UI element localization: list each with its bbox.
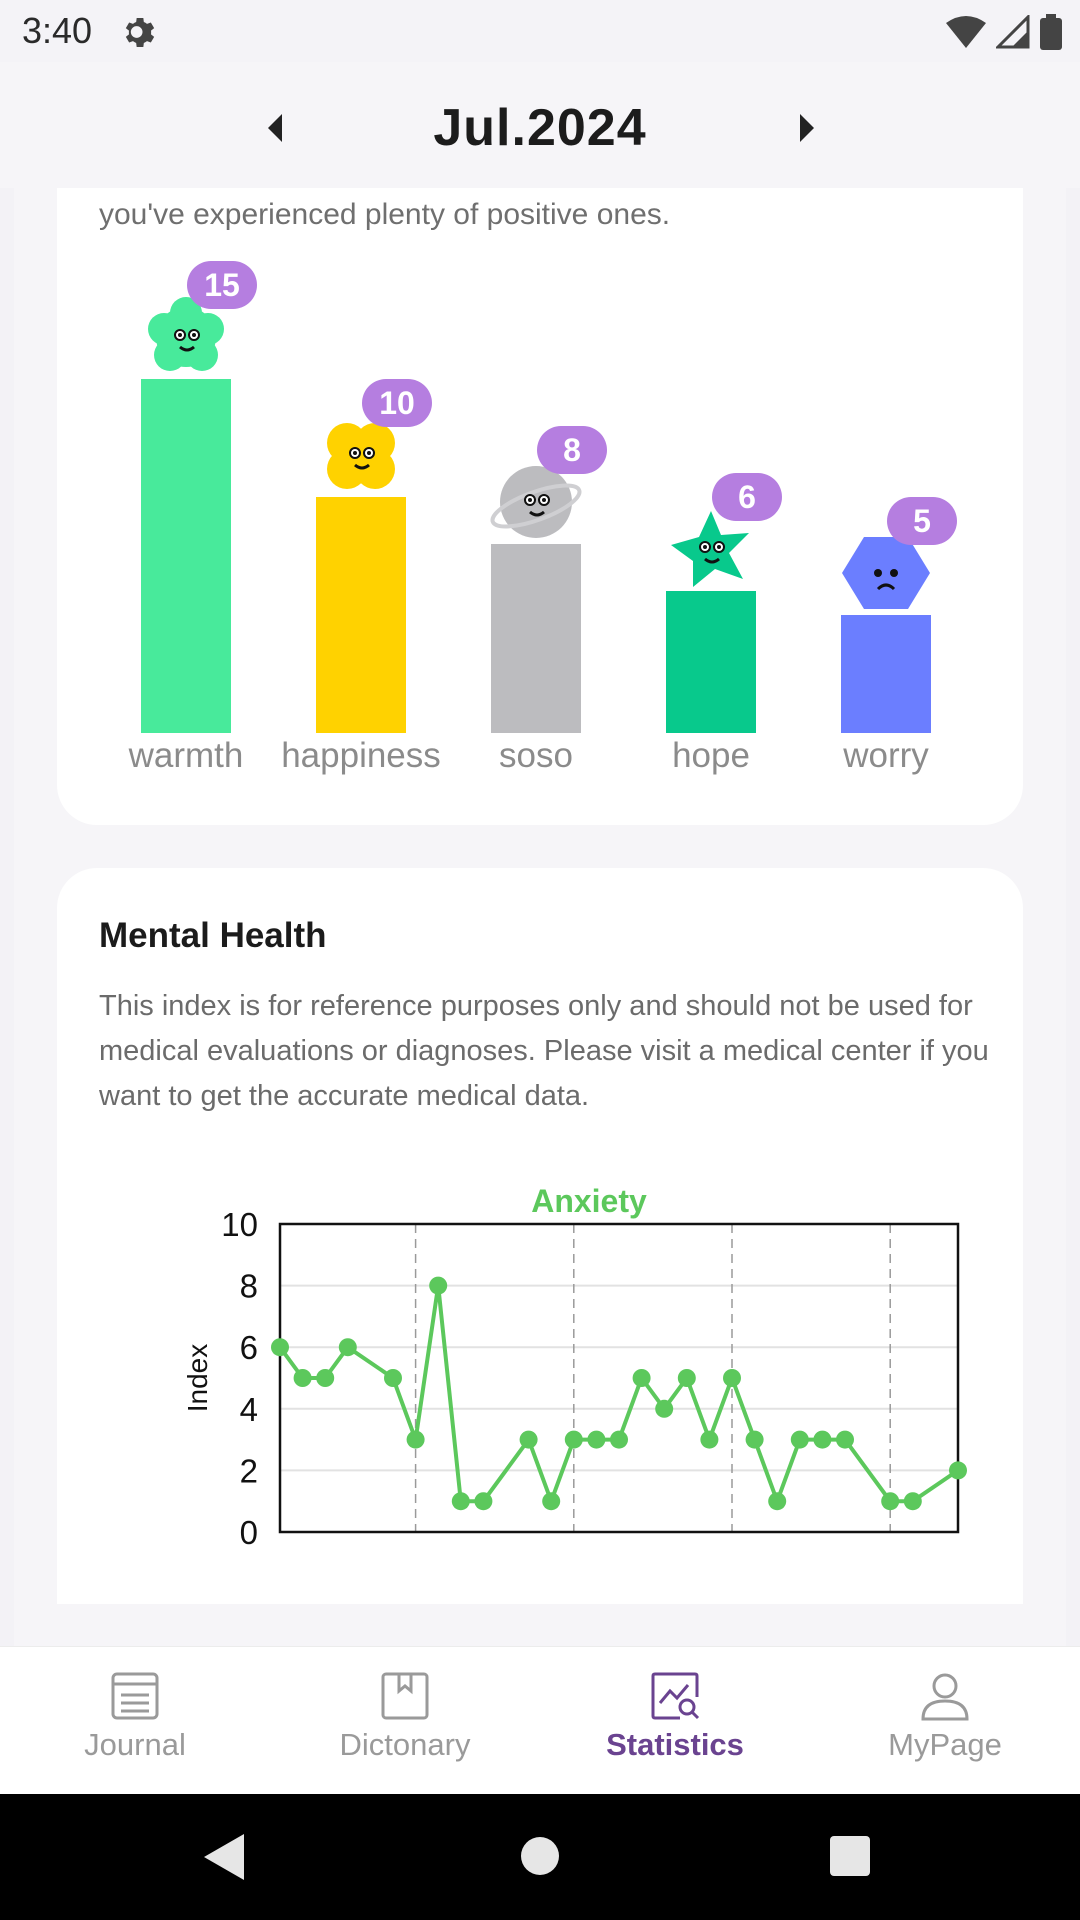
nav-dictionary-label: Dictonary: [339, 1727, 471, 1762]
nav-dictionary[interactable]: Dictonary: [270, 1647, 540, 1795]
data-point: [587, 1430, 606, 1449]
status-indicators: [946, 12, 1062, 52]
cell-signal-icon: [996, 15, 1030, 49]
emotion-bar-happiness: [316, 497, 406, 733]
soso-planet-mascot-icon: [490, 466, 582, 538]
journal-icon: [111, 1672, 159, 1720]
plot-frame: [278, 1222, 960, 1534]
data-point: [610, 1430, 628, 1449]
previous-month-arrow-icon[interactable]: [268, 114, 282, 142]
status-time: 3:40: [22, 10, 93, 51]
emotion-count-card: you've experienced plenty of positive on…: [57, 188, 1023, 825]
data-point: [451, 1492, 470, 1511]
y-tick-label: 0: [240, 1514, 258, 1551]
anxiety-line-chart: 0 2 4 6 8 10 Index Anxiety: [182, 1183, 967, 1551]
data-point: [271, 1338, 289, 1357]
worry-hexagon-mascot-icon: [842, 537, 930, 609]
nav-mypage-label: MyPage: [888, 1727, 1002, 1762]
data-point: [700, 1430, 719, 1449]
month-navigator: Jul.2024: [0, 62, 1080, 188]
bookmark-book-icon: [381, 1672, 429, 1720]
data-point: [790, 1430, 809, 1449]
next-month-arrow-icon[interactable]: [800, 114, 814, 142]
emotion-label-worry: worry: [843, 736, 929, 775]
anxiety-chart-container: 0 2 4 6 8 10 Index Anxiety: [57, 1140, 1023, 1604]
wifi-icon: [946, 16, 986, 48]
emotion-label-soso: soso: [499, 736, 573, 775]
emotion-count-badge-worry: 5: [887, 497, 957, 545]
y-tick-label: 6: [240, 1329, 258, 1366]
data-point: [519, 1430, 538, 1449]
y-axis-label: Index: [182, 1344, 213, 1413]
data-point: [768, 1492, 787, 1511]
warmth-cloud-mascot-icon: [148, 297, 224, 371]
data-point: [316, 1369, 335, 1387]
data-point: [406, 1430, 425, 1449]
mental-health-disclaimer: This index is for reference purposes onl…: [99, 990, 989, 1112]
emotion-summary-text: you've experienced plenty of positive on…: [99, 198, 671, 231]
emotion-count-badge-happiness: 10: [362, 379, 432, 427]
month-title: Jul.2024: [433, 99, 647, 157]
bottom-navigation: Journal Dictonary Statistics MyPage: [0, 1646, 1080, 1795]
data-point: [542, 1492, 561, 1511]
data-point: [813, 1430, 832, 1449]
y-tick-label: 2: [240, 1452, 258, 1489]
y-tick-label: 10: [221, 1206, 258, 1243]
data-point: [677, 1369, 696, 1387]
data-point: [632, 1369, 651, 1387]
status-bar: 3:40: [0, 0, 1080, 62]
user-profile-icon: [921, 1673, 969, 1721]
data-point: [429, 1276, 448, 1295]
plot-area: [280, 1224, 958, 1532]
mental-health-card: Mental Health This index is for referenc…: [57, 868, 1023, 1604]
nav-statistics[interactable]: Statistics: [540, 1647, 810, 1795]
mental-health-title: Mental Health: [99, 916, 327, 955]
data-point: [338, 1338, 357, 1357]
nav-journal[interactable]: Journal: [0, 1647, 270, 1795]
data-point: [723, 1369, 741, 1387]
data-point: [655, 1399, 674, 1418]
data-point: [293, 1369, 312, 1387]
emotion-bar-worry: [841, 615, 931, 733]
settings-gear-icon: [125, 18, 155, 47]
y-tick-label: 4: [240, 1391, 258, 1428]
data-point: [949, 1461, 967, 1480]
nav-journal-label: Journal: [84, 1727, 186, 1762]
data-point: [903, 1492, 922, 1511]
chart-title: Anxiety: [531, 1183, 647, 1219]
data-point: [881, 1492, 900, 1511]
emotion-bar-warmth: [141, 379, 231, 733]
emotion-label-happiness: happiness: [281, 736, 441, 775]
system-home-icon[interactable]: [520, 1836, 560, 1876]
emotion-label-hope: hope: [672, 736, 750, 775]
happiness-flower-mascot-icon: [327, 423, 395, 489]
hope-star-mascot-icon: [671, 511, 749, 587]
data-point: [384, 1369, 402, 1387]
data-point: [564, 1430, 583, 1449]
system-navigation-bar: [0, 1794, 1080, 1920]
battery-icon: [1040, 14, 1062, 50]
emotion-bar-soso: [491, 544, 581, 733]
y-tick-label: 8: [240, 1268, 258, 1305]
system-back-icon[interactable]: [204, 1834, 244, 1880]
emotion-bar-hope: [666, 591, 756, 733]
emotion-count-badge-warmth: 15: [187, 261, 257, 309]
emotion-count-badge-soso: 8: [537, 426, 607, 474]
system-recents-icon[interactable]: [830, 1836, 870, 1876]
nav-statistics-label: Statistics: [606, 1727, 744, 1762]
nav-mypage[interactable]: MyPage: [810, 1647, 1080, 1795]
statistics-chart-search-icon: [651, 1672, 700, 1720]
data-point: [745, 1430, 764, 1449]
emotion-label-warmth: warmth: [128, 736, 244, 775]
data-point: [474, 1492, 493, 1511]
emotion-count-badge-hope: 6: [712, 473, 782, 521]
data-point: [836, 1430, 854, 1449]
